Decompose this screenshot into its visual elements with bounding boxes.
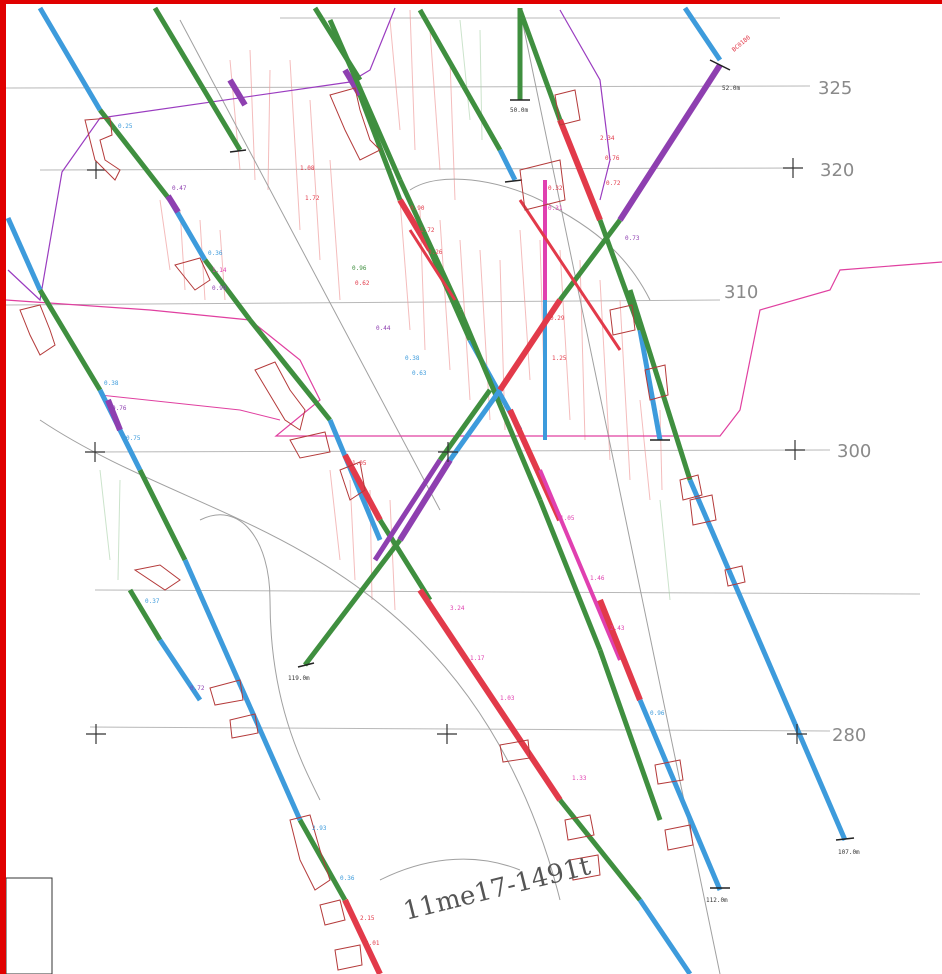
gridline-300 bbox=[89, 449, 831, 453]
svg-text:0.72: 0.72 bbox=[606, 180, 621, 187]
cross-hair-icon bbox=[437, 724, 457, 744]
pencil-green bbox=[99, 19, 671, 601]
svg-text:0.96: 0.96 bbox=[352, 265, 367, 272]
inset-box bbox=[5, 877, 53, 974]
svg-text:1.14: 1.14 bbox=[212, 267, 227, 274]
elevation-labels: 325 320 310 300 280 bbox=[724, 78, 871, 746]
svg-text:1.33: 1.33 bbox=[572, 775, 587, 782]
drill-trace-b bbox=[37, 6, 693, 974]
end-of-hole-caps bbox=[229, 59, 855, 889]
svg-text:0.26: 0.26 bbox=[428, 249, 443, 256]
red-thin-trace bbox=[408, 199, 622, 351]
svg-text:0.38: 0.38 bbox=[405, 355, 420, 362]
hole-depth-label: 107.0m bbox=[838, 849, 860, 856]
svg-text:0.90: 0.90 bbox=[410, 205, 425, 212]
svg-text:0.25: 0.25 bbox=[118, 123, 133, 130]
drill-trace-c bbox=[152, 6, 248, 152]
survey-crosshairs bbox=[85, 158, 807, 744]
cross-hair-icon bbox=[787, 724, 807, 744]
hole-depth-label: 112.0m bbox=[706, 897, 728, 904]
svg-text:2.93: 2.93 bbox=[312, 825, 327, 832]
elevation-label: 320 bbox=[820, 160, 854, 181]
svg-text:0.72: 0.72 bbox=[190, 685, 205, 692]
drill-trace-j bbox=[127, 588, 203, 702]
svg-text:0.44: 0.44 bbox=[376, 325, 391, 332]
svg-text:1.72: 1.72 bbox=[420, 227, 435, 234]
drill-trace-f bbox=[417, 8, 518, 182]
svg-text:1.05: 1.05 bbox=[352, 460, 367, 467]
assay-tick-labels: 0.25 0.47 0.36 1.14 0.99 0.38 0.76 0.75 … bbox=[104, 123, 665, 947]
svg-text:2.15: 2.15 bbox=[360, 915, 375, 922]
svg-text:1.25: 1.25 bbox=[552, 355, 567, 362]
svg-text:1.05: 1.05 bbox=[560, 515, 575, 522]
cross-hair-icon bbox=[438, 442, 458, 462]
svg-text:0.32: 0.32 bbox=[548, 185, 563, 192]
svg-text:0.99: 0.99 bbox=[212, 285, 227, 292]
svg-text:0.29: 0.29 bbox=[550, 315, 565, 322]
hole-depth-label: 50.0m bbox=[510, 107, 528, 114]
elevation-label: 310 bbox=[724, 282, 758, 303]
svg-text:0.31: 0.31 bbox=[548, 205, 563, 212]
hole-depth-label: 119.0m bbox=[288, 675, 310, 682]
svg-text:0.37: 0.37 bbox=[145, 598, 160, 605]
hole-depth-labels: 52.0m 50.0m 119.0m 107.0m 112.0m bbox=[288, 85, 860, 904]
svg-text:0.63: 0.63 bbox=[412, 370, 427, 377]
cross-hair-icon bbox=[85, 442, 105, 462]
drill-trace-d bbox=[312, 6, 723, 891]
cross-hair-icon bbox=[86, 724, 106, 744]
elevation-label: 325 bbox=[818, 78, 852, 99]
svg-text:1.08: 1.08 bbox=[300, 165, 315, 172]
svg-text:2.01: 2.01 bbox=[365, 940, 380, 947]
elevation-label: 280 bbox=[832, 725, 866, 746]
svg-text:0.62: 0.62 bbox=[355, 280, 370, 287]
hole-depth-label: 52.0m bbox=[722, 85, 740, 92]
cross-hair-icon bbox=[87, 161, 105, 179]
gridline-320 bbox=[39, 167, 801, 171]
magenta-boundary bbox=[5, 261, 942, 437]
drill-trace-a bbox=[5, 216, 383, 974]
svg-text:0.96: 0.96 bbox=[650, 710, 665, 717]
cross-trace-green bbox=[303, 63, 723, 667]
svg-text:3.24: 3.24 bbox=[450, 605, 465, 612]
svg-text:0.36: 0.36 bbox=[208, 250, 223, 257]
elevation-label: 300 bbox=[837, 441, 871, 462]
svg-text:0.47: 0.47 bbox=[172, 185, 187, 192]
assay-outline-boxes bbox=[19, 87, 746, 971]
svg-text:2.34: 2.34 bbox=[600, 135, 615, 142]
purple-boundary bbox=[7, 7, 396, 302]
svg-text:0.75: 0.75 bbox=[126, 435, 141, 442]
magenta-boundary-2 bbox=[99, 394, 281, 421]
gridline-290 bbox=[94, 589, 921, 595]
svg-text:0.38: 0.38 bbox=[104, 380, 119, 387]
svg-text:1.03: 1.03 bbox=[500, 695, 515, 702]
cross-hair-icon bbox=[785, 440, 805, 460]
svg-text:0.36: 0.36 bbox=[340, 875, 355, 882]
drill-trace-e bbox=[327, 18, 663, 821]
gridline-280 bbox=[89, 726, 831, 732]
svg-text:0.76: 0.76 bbox=[605, 155, 620, 162]
svg-text:1.72: 1.72 bbox=[305, 195, 320, 202]
svg-text:1.17: 1.17 bbox=[470, 655, 485, 662]
drill-trace-i bbox=[627, 6, 848, 841]
svg-text:2.43: 2.43 bbox=[610, 625, 625, 632]
svg-text:0.73: 0.73 bbox=[625, 235, 640, 242]
svg-text:0.76: 0.76 bbox=[112, 405, 127, 412]
cross-hair-icon bbox=[783, 158, 803, 178]
purple-boundary-right bbox=[559, 9, 611, 201]
gridline-325 bbox=[5, 85, 811, 89]
svg-text:1.46: 1.46 bbox=[590, 575, 605, 582]
